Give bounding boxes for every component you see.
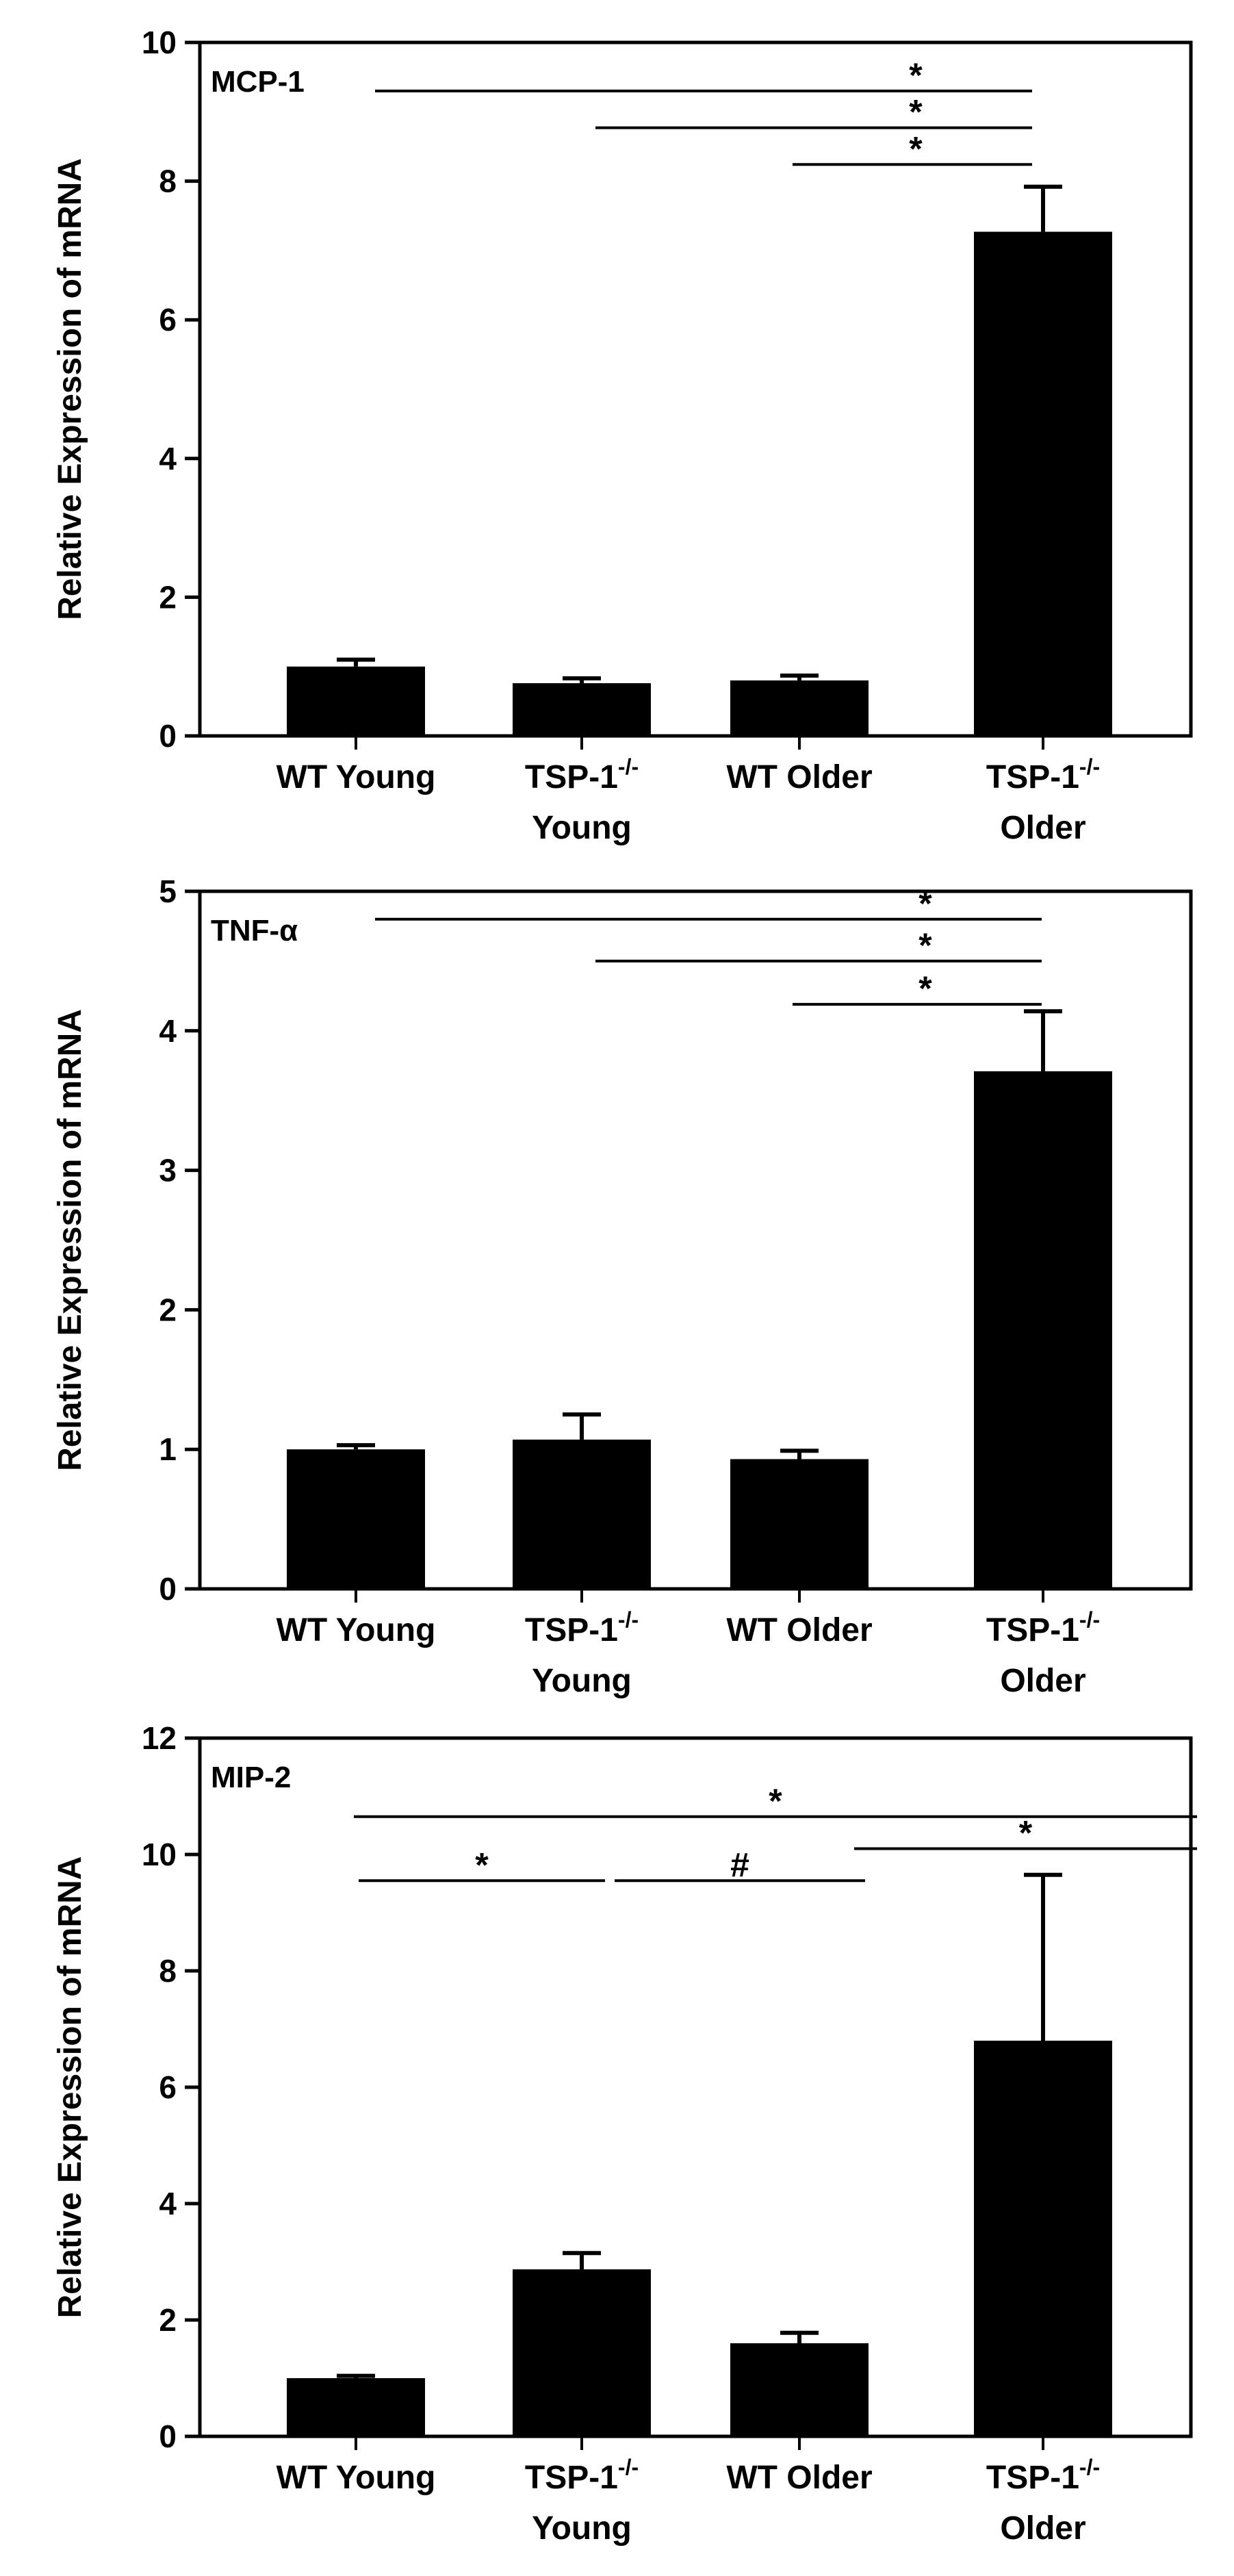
bar-2: [513, 1439, 651, 1589]
y-tick-label: 2: [159, 579, 177, 615]
plot-frame: [198, 889, 1193, 1591]
x-tick-label-line2: Older: [1000, 2510, 1085, 2547]
y-tick-label: 5: [159, 873, 177, 909]
panel-label: TNF-α: [211, 914, 298, 947]
y-tick-label: 8: [159, 164, 177, 199]
x-tick-label-line2: Older: [1000, 1663, 1085, 1699]
panel-label: MCP-1: [211, 65, 305, 99]
bar-3: [730, 2343, 869, 2436]
y-axis-label: Relative Expression of mRNA: [52, 158, 88, 620]
y-tick-label: 2: [159, 2302, 177, 2338]
bar-2: [513, 683, 651, 736]
x-tick-label: WT Young: [277, 1612, 436, 1648]
chart-panel-2: 0 1 2 3 4 5 Relative Expression of mRNA TNF-α WT…: [52, 873, 1193, 1699]
significance-mark: *: [918, 926, 932, 965]
y-axis-label: Relative Expression of mRNA: [52, 1009, 88, 1471]
y-tick-label: 6: [159, 302, 177, 337]
panel-label: MIP-2: [211, 1761, 291, 1794]
y-tick-label: 12: [142, 1720, 177, 1756]
x-tick-label: TSP-1-/-: [986, 754, 1100, 795]
y-tick-label: 0: [159, 2419, 177, 2454]
bar-4: [974, 231, 1112, 736]
x-tick-label-line2: Young: [532, 2510, 632, 2547]
y-tick-label: 4: [159, 441, 177, 476]
significance-mark: *: [1019, 1814, 1033, 1852]
significance-mark: *: [918, 969, 932, 1008]
x-tick-label: TSP-1-/-: [525, 2455, 639, 2496]
bar-2: [513, 2269, 651, 2436]
y-tick-label: 1: [159, 1431, 177, 1467]
chart-panel-1: 0 2 4 6 8 10 Relative Expression of mRNA MCP-1 W…: [52, 25, 1193, 846]
significance-mark: *: [909, 56, 923, 94]
x-tick-label-line2: Older: [1000, 810, 1085, 846]
y-axis-label: Relative Expression of mRNA: [52, 1857, 88, 2319]
x-tick-label: WT Older: [726, 2460, 872, 2496]
y-tick-label: 10: [142, 1837, 177, 1872]
chart-panel-3: 0 2 4 6 8 10 12 Relative Expression of mRNA MIP-…: [52, 1720, 1197, 2547]
y-tick-label: 2: [159, 1292, 177, 1327]
x-tick-label: TSP-1-/-: [986, 2455, 1100, 2496]
significance-mark: *: [909, 129, 923, 168]
bar-4: [974, 2041, 1112, 2436]
x-tick-label: WT Older: [726, 1612, 872, 1648]
x-tick-label: WT Young: [277, 759, 436, 795]
significance-mark: *: [918, 884, 932, 923]
y-tick-label: 8: [159, 1953, 177, 1989]
y-tick-label: 3: [159, 1153, 177, 1188]
bar-1: [287, 2378, 425, 2436]
significance-mark: *: [769, 1782, 782, 1820]
x-tick-label: WT Older: [726, 759, 872, 795]
y-tick-label: 0: [159, 718, 177, 754]
bar-3: [730, 680, 869, 736]
x-tick-label: TSP-1-/-: [525, 1607, 639, 1648]
plot-frame: [198, 40, 1193, 738]
y-tick-label: 0: [159, 1571, 177, 1607]
bar-3: [730, 1459, 869, 1589]
bar-4: [974, 1071, 1112, 1589]
x-tick-label-line2: Young: [532, 810, 632, 846]
x-tick-label-line2: Young: [532, 1663, 632, 1699]
significance-mark: #: [730, 1846, 749, 1884]
y-tick-label: 10: [142, 25, 177, 60]
bar-1: [287, 666, 425, 736]
significance-mark: *: [909, 93, 923, 131]
y-tick-label: 6: [159, 2069, 177, 2105]
y-tick-label: 4: [159, 2186, 177, 2221]
x-tick-label: TSP-1-/-: [986, 1607, 1100, 1648]
y-tick-label: 4: [159, 1013, 177, 1049]
x-tick-label: TSP-1-/-: [525, 754, 639, 795]
x-tick-label: WT Young: [277, 2460, 436, 2496]
bar-1: [287, 1449, 425, 1589]
significance-mark: *: [475, 1846, 489, 1884]
